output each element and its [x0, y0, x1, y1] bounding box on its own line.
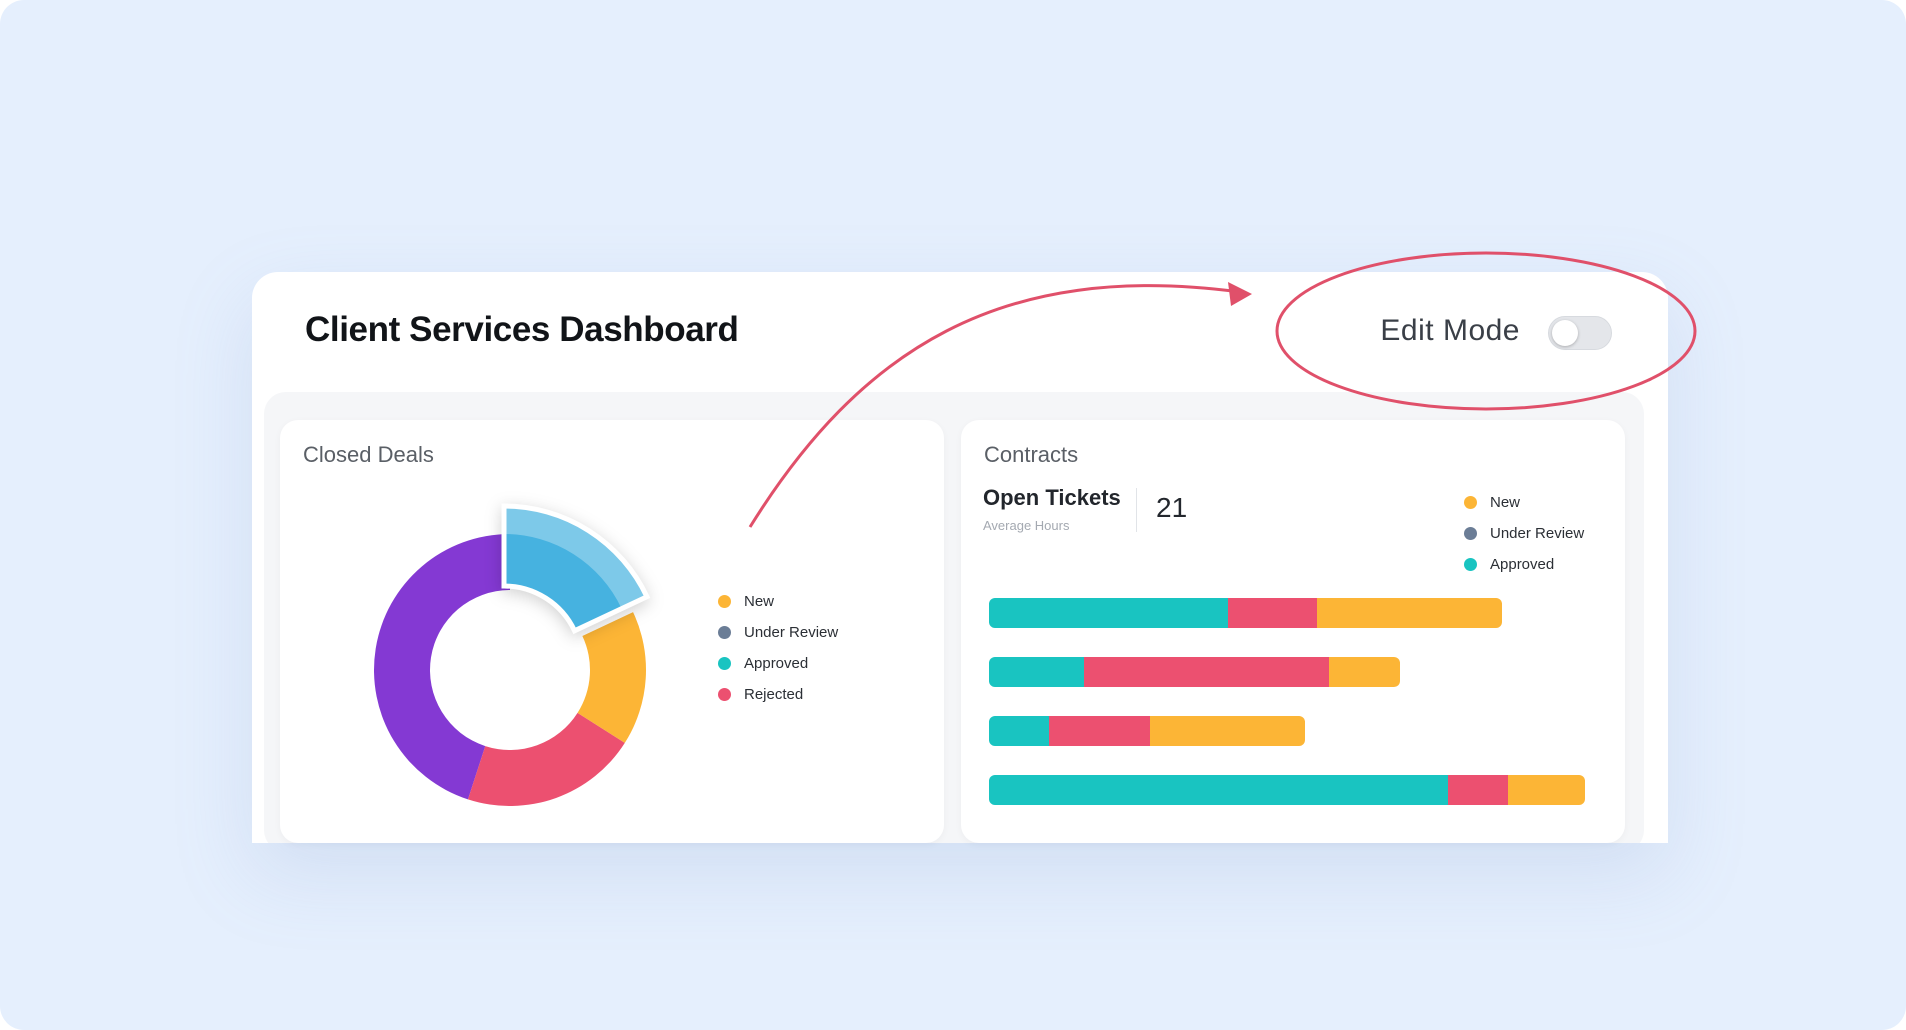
bar-segment [1149, 716, 1305, 746]
bar-segment [989, 598, 1228, 628]
divider [1136, 488, 1137, 532]
toggle-knob [1552, 320, 1578, 346]
open-tickets-value: 21 [1156, 492, 1188, 523]
legend-dot [1464, 527, 1477, 540]
stacked-bar[interactable] [989, 657, 1400, 687]
page-title: Client Services Dashboard [305, 310, 739, 349]
donut-slice[interactable] [467, 712, 625, 806]
contracts-legend: New Under Review Approved [1464, 487, 1584, 580]
closed-deals-legend: New Under Review Approved Rejected [718, 586, 838, 710]
legend-item-approved: Approved [718, 648, 838, 679]
edit-mode-label: Edit Mode [1380, 314, 1520, 347]
bar-segment [1227, 598, 1318, 628]
legend-label: Rejected [744, 686, 804, 703]
legend-label: New [1490, 494, 1521, 511]
donut-slice[interactable] [577, 612, 646, 743]
card-title: Contracts [984, 442, 1079, 467]
stacked-bar[interactable] [989, 775, 1585, 805]
card-title: Closed Deals [303, 442, 434, 467]
donut-slice[interactable] [501, 503, 651, 635]
stacked-bar[interactable] [989, 598, 1502, 628]
legend-dot [718, 626, 731, 639]
bar-segment [989, 716, 1049, 746]
stacked-bar[interactable] [989, 716, 1305, 746]
bar-segment [1317, 598, 1502, 628]
legend-item-rejected: Rejected [718, 679, 838, 710]
bar-segment [1507, 775, 1585, 805]
bar-segment [1447, 775, 1508, 805]
legend-dot [1464, 558, 1477, 571]
donut-slice[interactable] [374, 534, 510, 800]
legend-label: Approved [1490, 556, 1555, 573]
bar-segment [1328, 657, 1400, 687]
legend-label: Under Review [744, 624, 839, 641]
legend-item-new: New [1464, 487, 1584, 518]
bar-segment [989, 775, 1448, 805]
open-tickets-label: Open Tickets [983, 485, 1121, 510]
bar-segment [1084, 657, 1329, 687]
donut-slice-glow [504, 508, 646, 609]
closed-deals-card: Closed Deals New Under Review Approved R… [280, 420, 944, 843]
contracts-card: Contracts Open Tickets Average Hours 21 … [961, 420, 1625, 843]
edit-mode-toggle[interactable] [1548, 316, 1612, 350]
legend-item-approved: Approved [1464, 549, 1584, 580]
legend-item-under-review: Under Review [1464, 518, 1584, 549]
average-hours-label: Average Hours [983, 518, 1070, 533]
legend-item-new: New [718, 586, 838, 617]
legend-dot [1464, 496, 1477, 509]
donut-chart [374, 503, 651, 806]
legend-label: Approved [744, 655, 809, 672]
legend-dot [718, 688, 731, 701]
bar-segment [1048, 716, 1150, 746]
legend-dot [718, 595, 731, 608]
legend-item-under-review: Under Review [718, 617, 838, 648]
legend-dot [718, 657, 731, 670]
bar-segment [989, 657, 1085, 687]
legend-label: Under Review [1490, 525, 1585, 542]
legend-label: New [744, 593, 775, 610]
